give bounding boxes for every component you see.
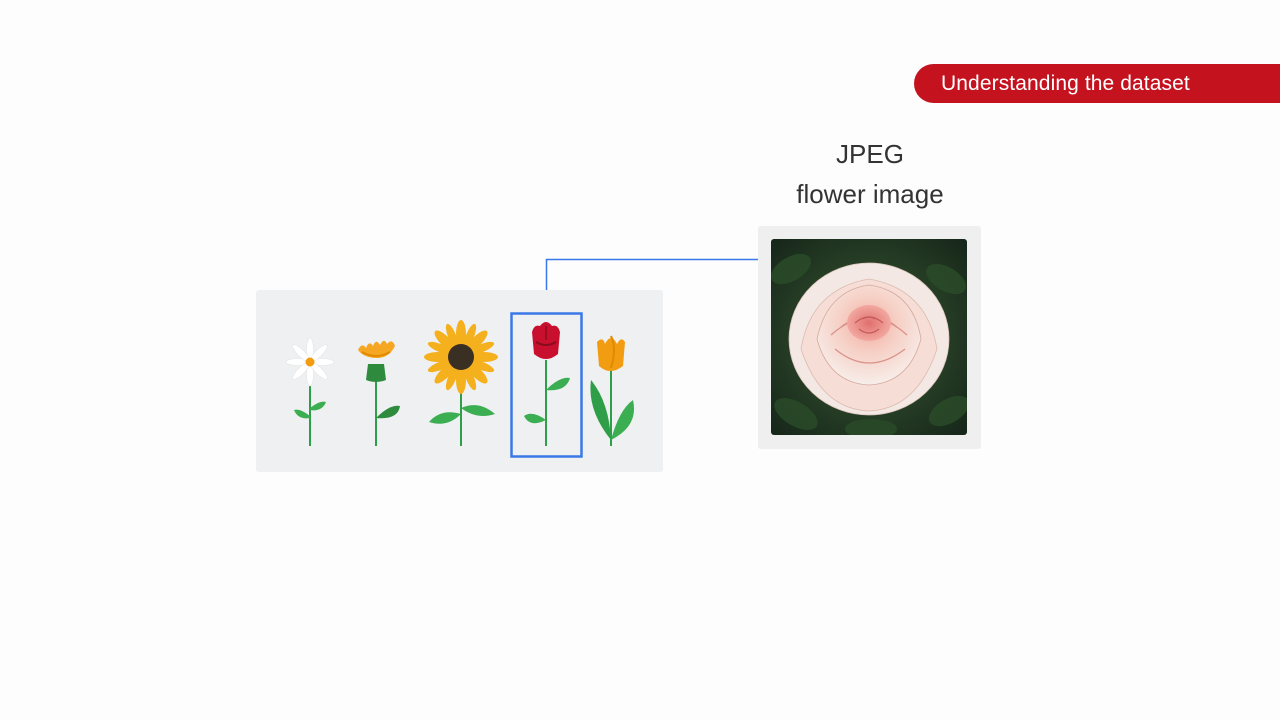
dandelion-icon xyxy=(358,340,400,446)
tulip-icon xyxy=(590,335,635,446)
daisy-icon xyxy=(285,337,335,446)
section-badge: Understanding the dataset xyxy=(914,64,1280,103)
sunflower-icon xyxy=(424,320,498,446)
flower-photo-card xyxy=(758,226,981,449)
rose-icon xyxy=(524,322,570,446)
rose-photo xyxy=(771,239,967,435)
caption-line-format: JPEG xyxy=(836,139,904,169)
selection-box xyxy=(510,312,583,458)
flower-class-panel xyxy=(256,290,663,472)
caption-line-subject: flower image xyxy=(796,179,944,209)
image-caption: JPEG flower image xyxy=(740,134,1000,214)
